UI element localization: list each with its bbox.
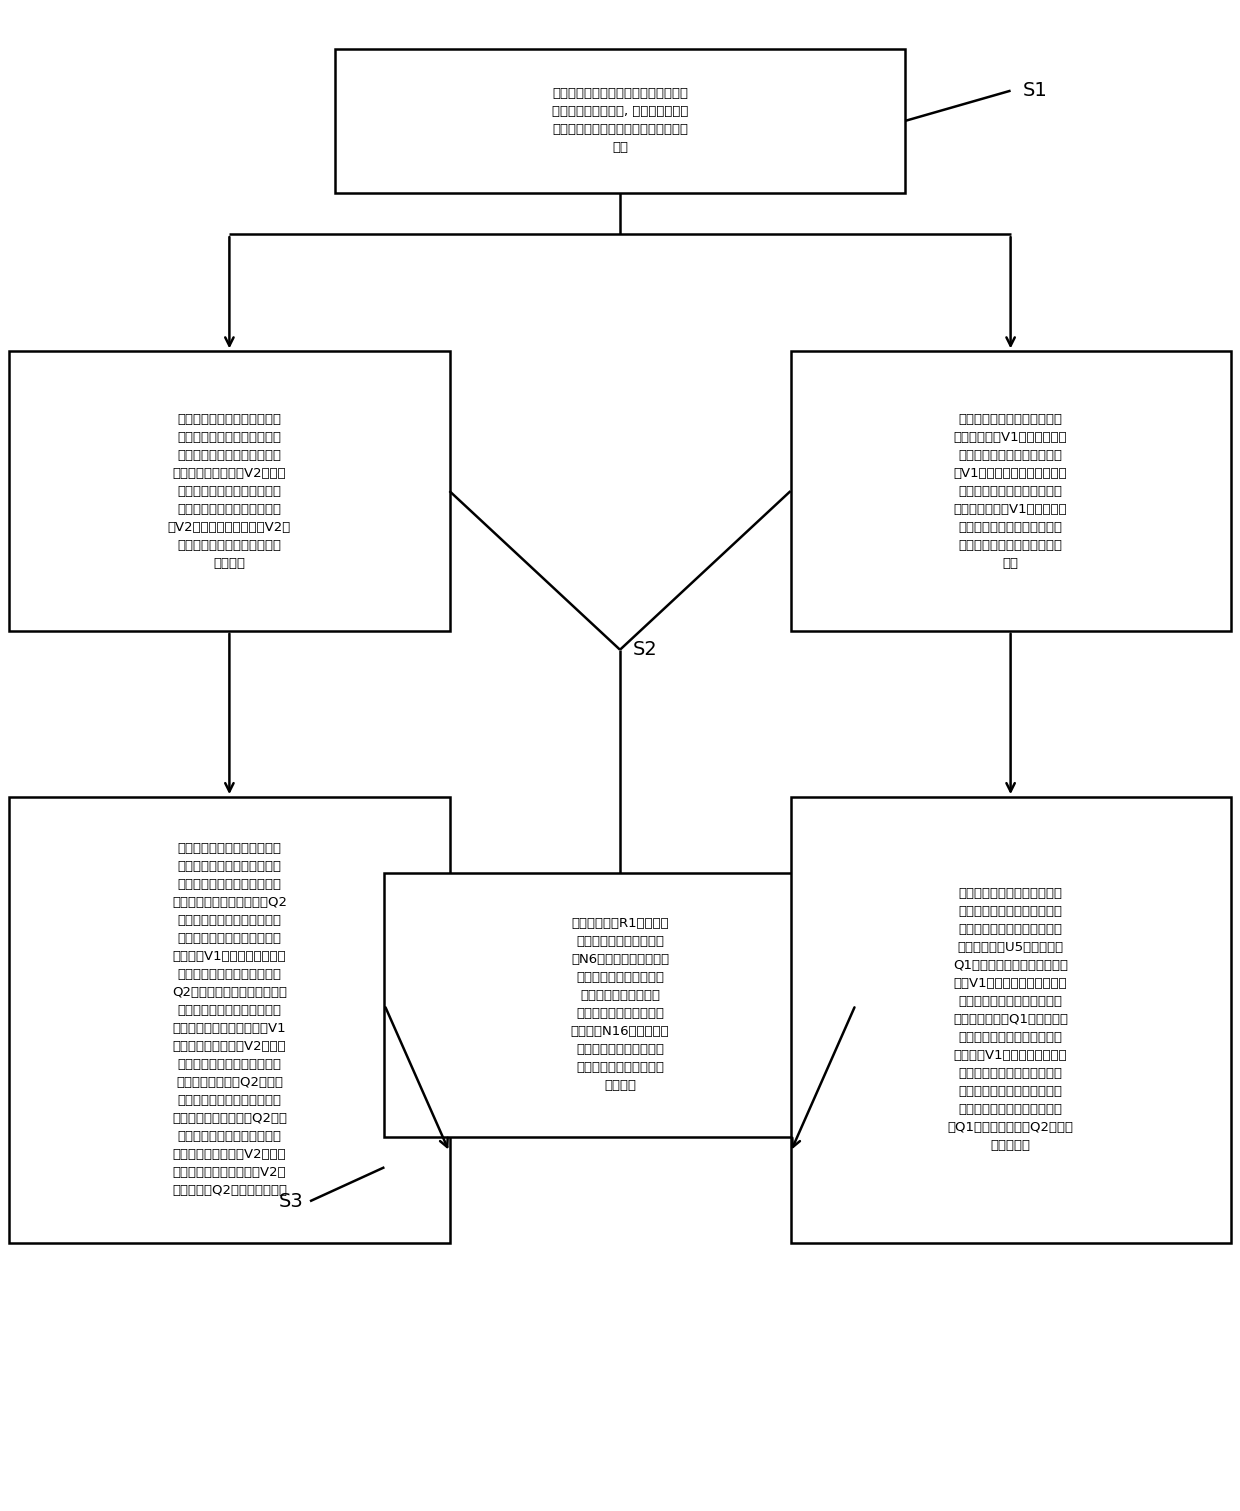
FancyBboxPatch shape — [791, 798, 1230, 1242]
Text: 第一单体电压采样电路将单体采样电压
输出至下限比较电路, 第二单体电压采
样电路将单体采样电压输出至电压选择
电路: 第一单体电压采样电路将单体采样电压 输出至下限比较电路, 第二单体电压采 样电路… — [552, 88, 688, 154]
FancyBboxPatch shape — [384, 872, 856, 1136]
Text: S2: S2 — [632, 641, 657, 659]
Text: 第二误差放大电路将电压选择
电路输出电压与反馈输入电压
进行比较误差放大，电压选择
电路的输出电压控制三极管Q2
的工作状态，当电压选择电路
输出单体采样电压且: 第二误差放大电路将电压选择 电路输出电压与反馈输入电压 进行比较误差放大，电压选… — [172, 843, 286, 1197]
Text: S3: S3 — [279, 1192, 304, 1210]
Text: 电压选择电路，由输入的单体
采样电压大小决定电压选择电
路的输出电压，当采样的单体
电压小于预设基准值V2时，输
出采样的单体电压值，当采样
的单体电压大于等于: 电压选择电路，由输入的单体 采样电压大小决定电压选择电 路的输出电压，当采样的单… — [167, 413, 291, 570]
FancyBboxPatch shape — [10, 798, 449, 1242]
FancyBboxPatch shape — [10, 351, 449, 632]
Text: 功率耗散电阻R1上的电压
与第一基准电路运算放大
器N6的输出电压叠加并经
过电阻分压输出至第一误
差放大电路的反馈输入
端，也与第二基准电路运
算放大器N16: 功率耗散电阻R1上的电压 与第一基准电路运算放大 器N6的输出电压叠加并经 过电… — [570, 917, 670, 1092]
Text: S1: S1 — [1023, 82, 1048, 100]
Text: 下限比较电路将采样的单体电
压与基准电压V1进行比较，当
采样的单体电压小于预设基准
值V1时，下限比较电路输出零
电压，当采样的单体电压大于
等于预设基准值V: 下限比较电路将采样的单体电 压与基准电压V1进行比较，当 采样的单体电压小于预设… — [954, 413, 1068, 570]
Text: 第一误差放大电路将下限比较
电路输出电压与所述反馈输入
端的电压进行比较误差放大，
经过驱动电路U5驱动三极管
Q1，当单体电压小于预设基准
电压V1，下限比较: 第一误差放大电路将下限比较 电路输出电压与所述反馈输入 端的电压进行比较误差放大… — [947, 887, 1074, 1153]
FancyBboxPatch shape — [791, 351, 1230, 632]
FancyBboxPatch shape — [335, 50, 905, 192]
